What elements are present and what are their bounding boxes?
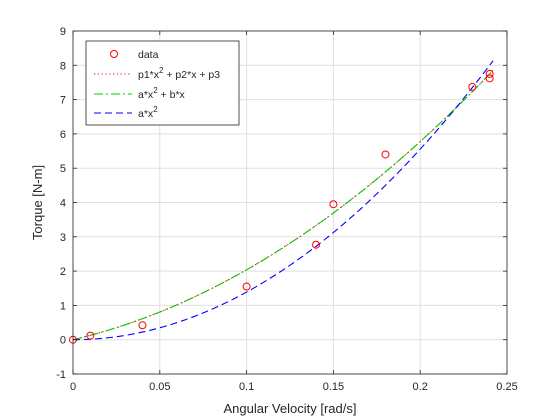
y-tick-label: 6 [60, 129, 66, 141]
y-tick-label: 5 [60, 163, 66, 175]
x-tick-label: 0.15 [323, 381, 344, 393]
data-point [381, 150, 390, 159]
data-point [329, 200, 338, 209]
data-point [242, 282, 251, 291]
fit-curve-dashed [73, 60, 494, 341]
data-point [312, 240, 321, 249]
y-tick-label: 2 [60, 266, 66, 278]
x-tick-label: 0 [70, 381, 76, 393]
x-tick-label: 0.25 [496, 381, 517, 393]
x-tick-label: 0.1 [239, 381, 254, 393]
legend-label: a*x2 [138, 105, 158, 120]
y-tick-label: 4 [60, 198, 66, 210]
legend: data p1*x2 + p2*x + p3 a*x2 + b*x a*x2 [85, 40, 240, 126]
x-axis-label: Angular Velocity [rad/s] [224, 401, 357, 416]
legend-label-data: data [138, 49, 159, 61]
y-tick-label: 7 [60, 95, 66, 107]
y-tick-label: 8 [60, 60, 66, 72]
x-tick-label: 0.05 [149, 381, 170, 393]
x-tick-label: 0.2 [413, 381, 428, 393]
y-tick-label: 3 [60, 232, 66, 244]
legend-label: a*x2 + b*x [138, 86, 186, 101]
y-tick-label: -1 [56, 369, 66, 381]
data-point [86, 331, 95, 340]
legend-marker-data [110, 50, 118, 58]
legend-label: p1*x2 + p2*x + p3 [138, 66, 220, 81]
fit-curve-dash-dot [73, 69, 494, 341]
data-point [485, 74, 494, 83]
legend-box [85, 40, 240, 126]
y-tick-label: 0 [60, 335, 66, 347]
y-axis-label: Torque [N-m] [30, 165, 45, 240]
data-point [485, 69, 494, 78]
y-tick-label: 9 [60, 26, 66, 38]
data-point [138, 321, 147, 330]
data-point [468, 82, 477, 91]
y-tick-label: 1 [60, 300, 66, 312]
